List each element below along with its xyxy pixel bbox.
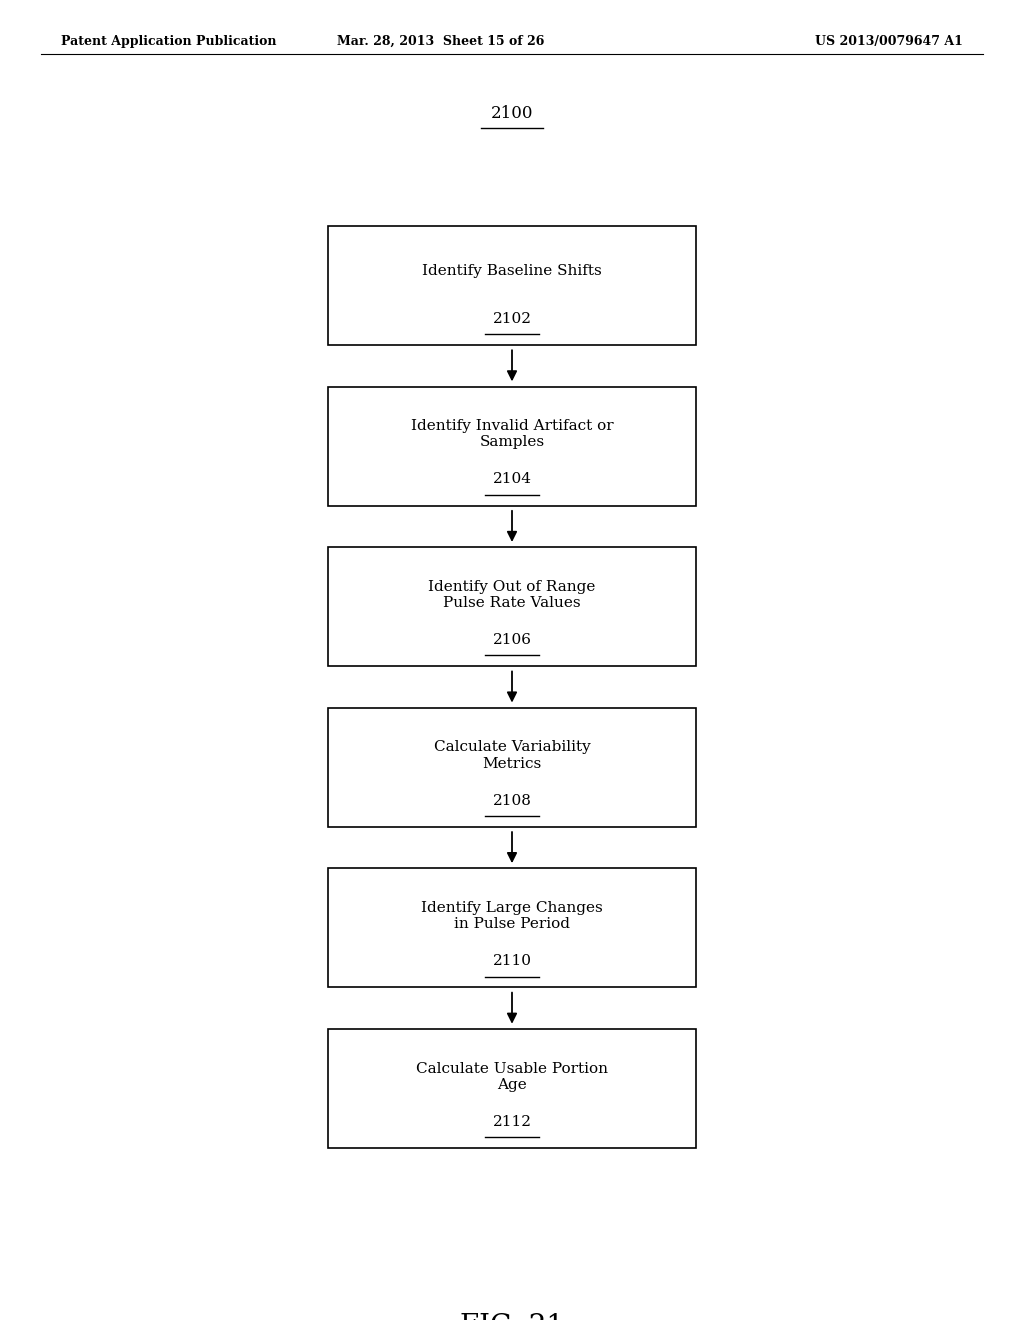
Text: 2102: 2102 [493, 312, 531, 326]
Text: 2108: 2108 [493, 793, 531, 808]
Text: Identify Invalid Artifact or
Samples: Identify Invalid Artifact or Samples [411, 420, 613, 449]
Text: 2110: 2110 [493, 954, 531, 968]
FancyBboxPatch shape [328, 387, 696, 506]
Text: Mar. 28, 2013  Sheet 15 of 26: Mar. 28, 2013 Sheet 15 of 26 [337, 36, 544, 48]
Text: US 2013/0079647 A1: US 2013/0079647 A1 [815, 36, 963, 48]
FancyBboxPatch shape [328, 869, 696, 987]
Text: Patent Application Publication: Patent Application Publication [61, 36, 276, 48]
Text: 2104: 2104 [493, 473, 531, 486]
Text: Calculate Usable Portion
Age: Calculate Usable Portion Age [416, 1061, 608, 1092]
Text: 2112: 2112 [493, 1115, 531, 1129]
Text: FIG. 21: FIG. 21 [460, 1313, 564, 1320]
Text: Calculate Variability
Metrics: Calculate Variability Metrics [433, 741, 591, 771]
Text: 2100: 2100 [490, 104, 534, 121]
Text: Identify Out of Range
Pulse Rate Values: Identify Out of Range Pulse Rate Values [428, 579, 596, 610]
Text: Identify Baseline Shifts: Identify Baseline Shifts [422, 264, 602, 279]
FancyBboxPatch shape [328, 548, 696, 667]
FancyBboxPatch shape [328, 708, 696, 826]
FancyBboxPatch shape [328, 1030, 696, 1148]
Text: Identify Large Changes
in Pulse Period: Identify Large Changes in Pulse Period [421, 902, 603, 931]
Text: 2106: 2106 [493, 634, 531, 647]
FancyBboxPatch shape [328, 226, 696, 345]
